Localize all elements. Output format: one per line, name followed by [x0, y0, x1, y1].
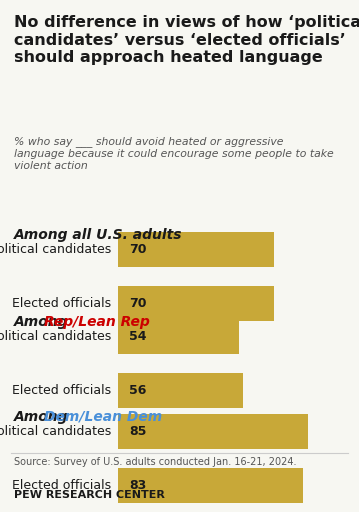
Text: Political candidates: Political candidates	[0, 330, 111, 343]
Text: 70: 70	[129, 243, 147, 256]
Text: 83: 83	[129, 479, 146, 492]
Text: Elected officials: Elected officials	[12, 479, 111, 492]
Text: No difference in views of how ‘political
candidates’ versus ‘elected officials’
: No difference in views of how ‘political…	[14, 15, 359, 65]
Text: PEW RESEARCH CENTER: PEW RESEARCH CENTER	[14, 490, 165, 501]
Text: 54: 54	[129, 330, 147, 343]
FancyBboxPatch shape	[118, 232, 274, 267]
Text: Dem/Lean Dem: Dem/Lean Dem	[44, 410, 162, 423]
FancyBboxPatch shape	[118, 468, 303, 503]
Text: Among all U.S. adults: Among all U.S. adults	[14, 228, 183, 242]
Text: Source: Survey of U.S. adults conducted Jan. 16-21, 2024.: Source: Survey of U.S. adults conducted …	[14, 457, 297, 467]
FancyBboxPatch shape	[118, 414, 308, 449]
Text: Among: Among	[14, 410, 74, 423]
Text: 70: 70	[129, 297, 147, 310]
FancyBboxPatch shape	[118, 319, 239, 354]
Text: Among: Among	[14, 315, 74, 329]
Text: Elected officials: Elected officials	[12, 297, 111, 310]
FancyBboxPatch shape	[118, 286, 274, 321]
Text: Rep/Lean Rep: Rep/Lean Rep	[44, 315, 150, 329]
Text: 85: 85	[129, 424, 146, 438]
Text: Elected officials: Elected officials	[12, 384, 111, 397]
Text: % who say ___ should avoid heated or aggressive
language because it could encour: % who say ___ should avoid heated or agg…	[14, 136, 334, 172]
FancyBboxPatch shape	[118, 373, 243, 408]
Text: 56: 56	[129, 384, 146, 397]
Text: Political candidates: Political candidates	[0, 243, 111, 256]
Text: Political candidates: Political candidates	[0, 424, 111, 438]
